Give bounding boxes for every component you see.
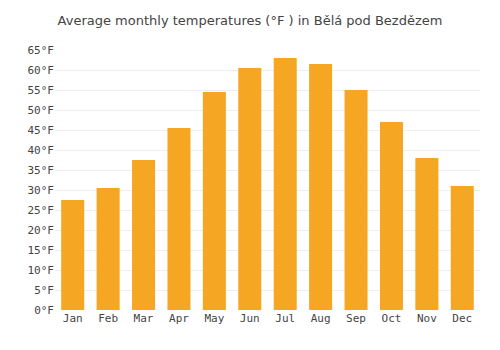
svg-text:30°F: 30°F [28, 184, 55, 197]
svg-text:Sep: Sep [346, 312, 366, 325]
svg-text:Feb: Feb [98, 312, 118, 325]
svg-text:Nov: Nov [417, 312, 437, 325]
svg-text:10°F: 10°F [28, 264, 55, 277]
svg-text:Jul: Jul [275, 312, 295, 325]
svg-text:Aug: Aug [311, 312, 331, 325]
svg-text:5°F: 5°F [34, 284, 54, 297]
svg-text:Apr: Apr [169, 312, 189, 325]
svg-text:Jan: Jan [63, 312, 83, 325]
svg-text:65°F: 65°F [28, 44, 55, 57]
svg-text:0°F: 0°F [34, 304, 54, 317]
svg-text:40°F: 40°F [28, 144, 55, 157]
svg-text:55°F: 55°F [28, 84, 55, 97]
svg-text:45°F: 45°F [28, 124, 55, 137]
svg-text:May: May [204, 312, 224, 325]
svg-text:Dec: Dec [452, 312, 472, 325]
svg-text:60°F: 60°F [28, 64, 55, 77]
svg-text:Average monthly temperatures (: Average monthly temperatures (°F ) in Bě… [58, 13, 443, 28]
svg-text:50°F: 50°F [28, 104, 55, 117]
svg-text:20°F: 20°F [28, 224, 55, 237]
svg-text:Oct: Oct [382, 312, 402, 325]
svg-text:15°F: 15°F [28, 244, 55, 257]
svg-text:25°F: 25°F [28, 204, 55, 217]
svg-text:Mar: Mar [134, 312, 154, 325]
svg-text:Jun: Jun [240, 312, 260, 325]
svg-text:35°F: 35°F [28, 164, 55, 177]
